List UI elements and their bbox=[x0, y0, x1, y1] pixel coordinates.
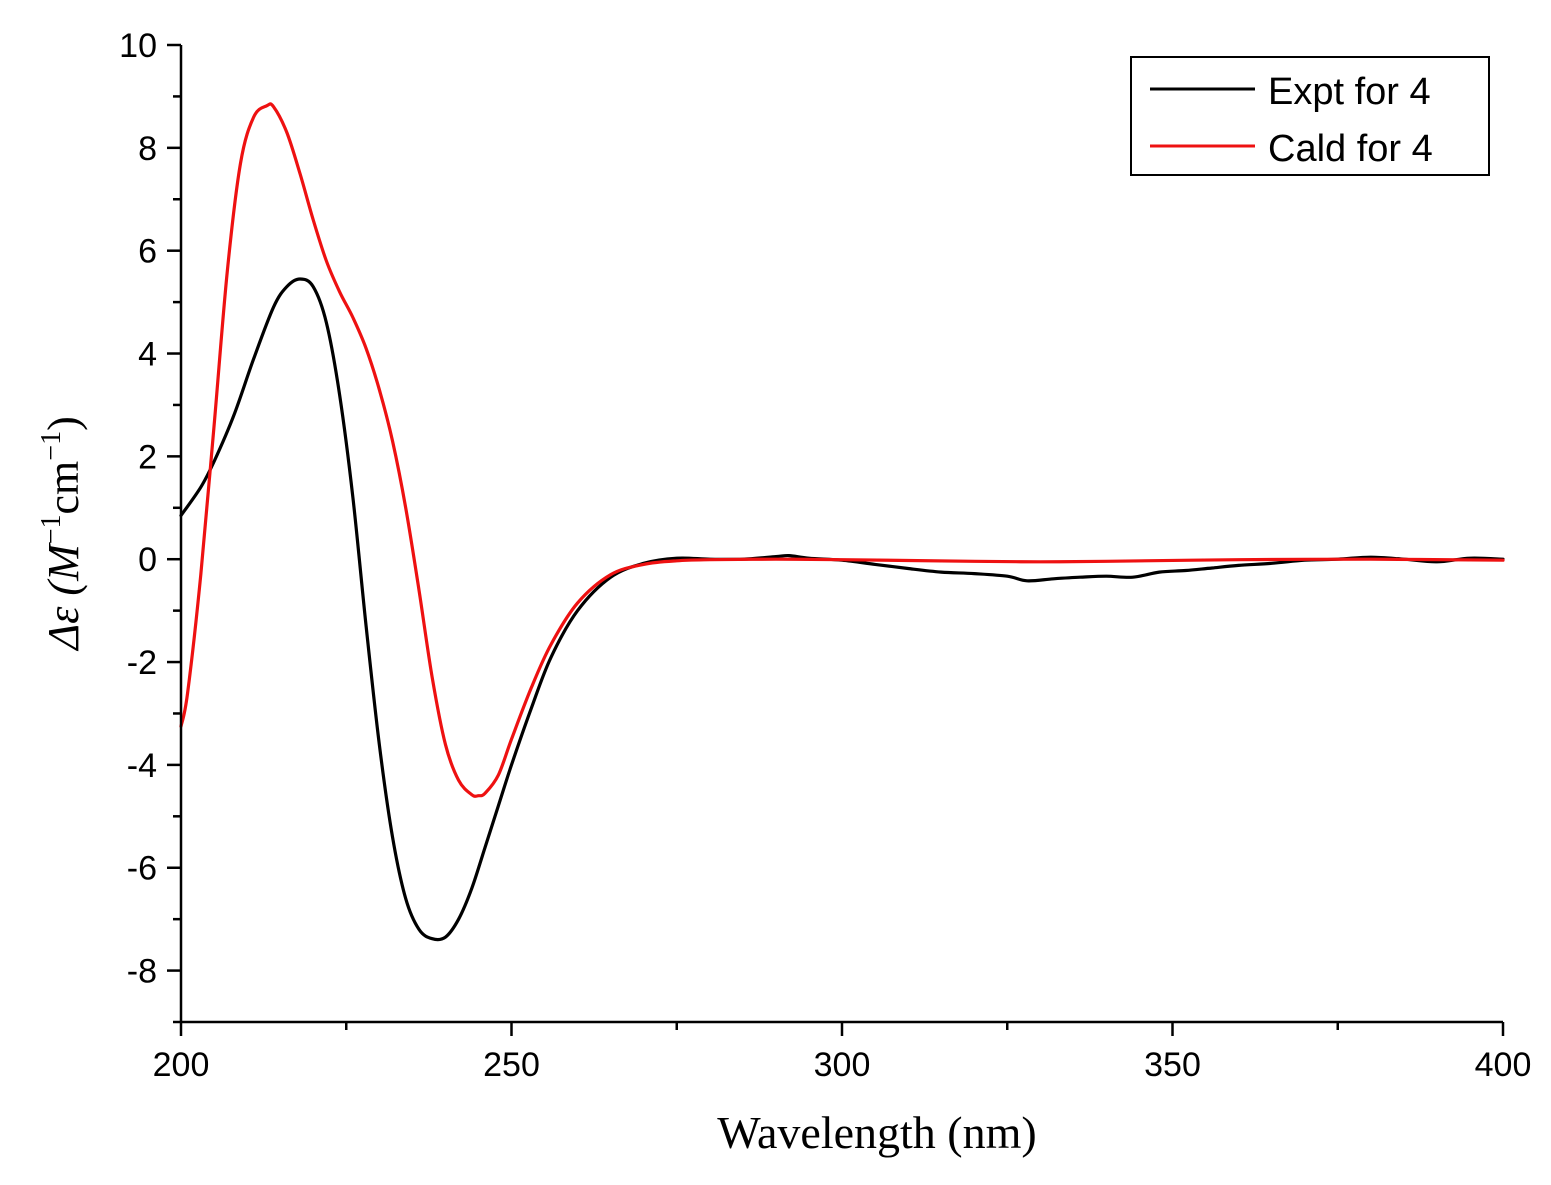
y-tick-label: -4 bbox=[127, 747, 157, 785]
y-axis-ticks: -8 -6 -4 -2 0 2 4 6 8 10 bbox=[119, 27, 181, 1024]
y-tick-label: 4 bbox=[138, 336, 157, 374]
series-line-expt bbox=[179, 277, 1505, 942]
y-tick-label: 0 bbox=[138, 541, 157, 579]
x-axis-ticks: 200 250 300 350 400 bbox=[153, 1022, 1532, 1084]
y-axis-title: Δε (M−1cm−1) bbox=[36, 416, 88, 651]
y-tick-label: 8 bbox=[138, 130, 157, 168]
y-tick-label: -2 bbox=[127, 644, 157, 682]
y-tick-label: 6 bbox=[138, 233, 157, 271]
legend-box bbox=[1130, 56, 1490, 176]
legend-label-cald: Cald for 4 bbox=[1268, 128, 1433, 170]
axes: 200 250 300 350 400 -8 -6 -4 -2 0 2 4 6 8 10 bbox=[119, 27, 1531, 1084]
x-axis-title: Wavelength (nm) bbox=[717, 1107, 1036, 1158]
x-tick-label: 400 bbox=[1475, 1046, 1532, 1084]
y-tick-label: -8 bbox=[127, 953, 157, 991]
y-axis-title-prefix: Δε (M bbox=[39, 542, 88, 652]
plot-area bbox=[179, 102, 1505, 942]
y-axis-title-sup2: −1 bbox=[36, 431, 67, 461]
y-axis-title-suffix: ) bbox=[39, 416, 88, 431]
legend-label-expt: Expt for 4 bbox=[1268, 71, 1431, 113]
x-tick-label: 250 bbox=[483, 1046, 540, 1084]
series-line-cald bbox=[179, 102, 1505, 798]
y-tick-label: 2 bbox=[138, 438, 157, 476]
y-tick-label: -6 bbox=[127, 850, 157, 888]
svg-text:Δε (M−1cm−1): Δε (M−1cm−1) bbox=[36, 416, 88, 651]
y-axis-title-mid: cm bbox=[39, 461, 88, 515]
y-tick-label: 10 bbox=[119, 27, 157, 65]
x-tick-label: 350 bbox=[1144, 1046, 1201, 1084]
x-tick-label: 300 bbox=[814, 1046, 871, 1084]
y-axis-title-sup1: −1 bbox=[36, 514, 67, 544]
legend: Expt for 4 Cald for 4 bbox=[1130, 56, 1490, 176]
x-tick-label: 200 bbox=[153, 1046, 210, 1084]
